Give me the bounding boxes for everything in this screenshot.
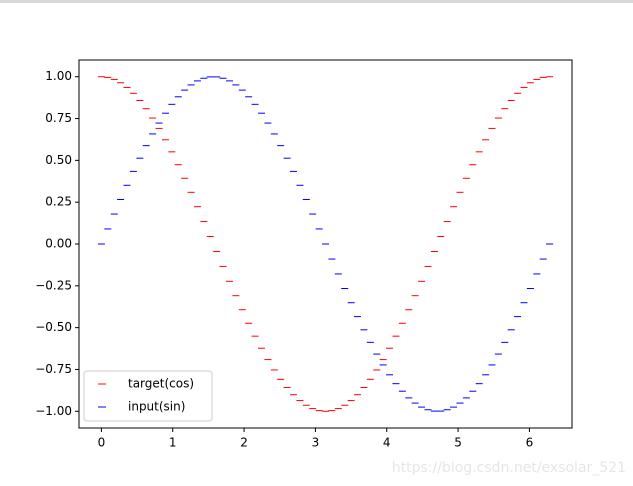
legend-box <box>83 370 213 422</box>
y-tick-label: 0.50 <box>45 153 72 167</box>
y-tick-label: −0.25 <box>35 278 72 292</box>
y-tick-label: 0.00 <box>45 237 72 251</box>
top-bar <box>0 0 633 3</box>
y-tick-label: −1.00 <box>35 404 72 418</box>
x-tick-label: 6 <box>526 436 534 450</box>
y-tick-label: −0.50 <box>35 320 72 334</box>
legend-label: input(sin) <box>128 400 185 414</box>
x-tick-label: 0 <box>98 436 106 450</box>
y-tick-label: 0.75 <box>45 111 72 125</box>
x-tick-label: 5 <box>454 436 462 450</box>
watermark: https://blog.csdn.net/exsolar_521 <box>392 460 626 476</box>
x-tick-label: 4 <box>383 436 391 450</box>
x-tick-label: 2 <box>240 436 248 450</box>
y-tick-label: 1.00 <box>45 69 72 83</box>
legend-label: target(cos) <box>128 377 194 391</box>
x-tick-label: 1 <box>169 436 177 450</box>
y-tick-label: 0.25 <box>45 195 72 209</box>
y-tick-label: −0.75 <box>35 362 72 376</box>
x-tick-label: 3 <box>312 436 320 450</box>
